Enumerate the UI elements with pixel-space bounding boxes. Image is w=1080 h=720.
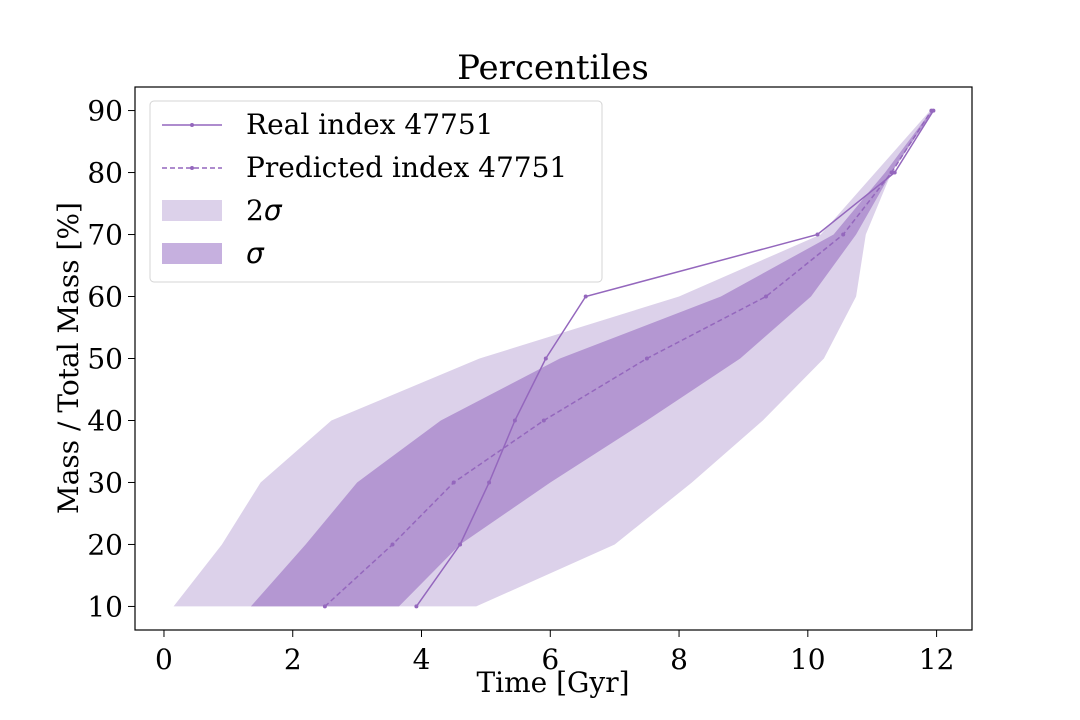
y-tick-label: 80 [87, 157, 123, 190]
legend: Real index 47751 Predicted index 47751 2… [149, 100, 603, 283]
real-series-point [512, 418, 517, 423]
legend-predicted-marker [190, 166, 194, 170]
legend-sigma-label: σ [246, 237, 265, 270]
predicted-series-point [841, 232, 846, 237]
x-tick-label: 6 [541, 643, 559, 676]
x-tick-label: 4 [413, 643, 431, 676]
predicted-series-point [764, 294, 768, 299]
real-series-point [892, 170, 897, 175]
y-axis-ticks: 10 20 30 40 50 60 70 80 90 [87, 95, 135, 623]
real-series-point [414, 604, 419, 609]
x-axis-label: Time [Gyr] [476, 666, 629, 699]
legend-real-marker [190, 123, 194, 127]
real-series [414, 108, 936, 609]
legend-2sigma-patch [162, 200, 222, 221]
y-tick-label: 70 [87, 219, 123, 252]
real-series-point [487, 480, 492, 485]
x-tick-label: 10 [790, 643, 826, 676]
x-tick-label: 0 [155, 643, 173, 676]
predicted-series-point [451, 480, 456, 485]
predicted-series-point [541, 418, 546, 423]
real-series-point [458, 542, 463, 547]
band-sigma [250, 110, 934, 607]
legend-real-label: Real index 47751 [246, 108, 493, 141]
y-tick-label: 60 [87, 281, 123, 314]
legend-sigma-symbol: σ [246, 237, 265, 270]
predicted-series-point [889, 170, 894, 175]
y-axis-label: Mass / Total Mass [%] [52, 202, 85, 514]
legend-sigma-patch [162, 243, 222, 264]
real-series-point [543, 356, 548, 361]
x-tick-label: 2 [284, 643, 302, 676]
legend-frame [149, 100, 603, 283]
legend-predicted-label: Predicted index 47751 [246, 151, 567, 184]
x-tick-label: 8 [670, 643, 688, 676]
y-tick-label: 30 [87, 466, 123, 499]
predicted-series-point [929, 108, 934, 113]
series-lines [322, 108, 936, 609]
predicted-series-point [322, 604, 327, 609]
predicted-series [322, 108, 934, 609]
legend-2sigma-symbol: σ [264, 194, 283, 227]
confidence-bands [173, 110, 934, 607]
x-tick-label: 12 [919, 643, 955, 676]
y-tick-label: 90 [87, 95, 123, 128]
y-tick-label: 10 [87, 590, 123, 623]
y-tick-label: 50 [87, 343, 123, 376]
predicted-series-point [390, 542, 395, 547]
chart-title: Percentiles [457, 48, 649, 88]
real-series-point [815, 232, 820, 237]
real-series-point [583, 294, 588, 299]
predicted-series-point [644, 356, 649, 361]
x-axis-ticks: 0 2 4 6 8 10 12 [155, 630, 954, 676]
y-tick-label: 40 [87, 404, 123, 437]
legend-2sigma-base: 2 [246, 194, 264, 227]
y-tick-label: 20 [87, 528, 123, 561]
legend-2sigma-label: 2σ [246, 194, 283, 227]
